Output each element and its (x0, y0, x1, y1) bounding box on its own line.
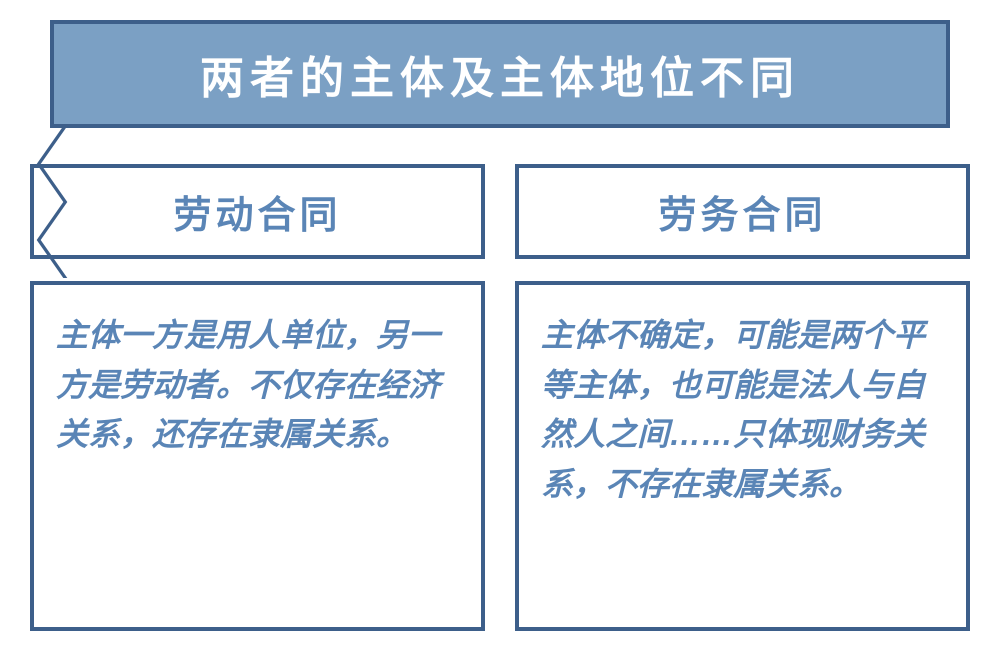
content-left-box: 主体一方是用人单位，另一方是劳动者。不仅存在经济关系，还存在隶属关系。 (30, 281, 485, 631)
subtitle-row: 劳动合同 劳务合同 (30, 164, 970, 259)
connector-lines (50, 126, 950, 164)
subtitle-right: 劳务合同 (658, 195, 826, 237)
header-title: 两者的主体及主体地位不同 (200, 54, 800, 103)
diagram-container: 两者的主体及主体地位不同 劳动合同 劳务合同 主体一方是用人单位，另一方是劳动者… (30, 20, 970, 631)
content-row: 主体一方是用人单位，另一方是劳动者。不仅存在经济关系，还存在隶属关系。 主体不确… (30, 281, 970, 631)
header-box: 两者的主体及主体地位不同 (50, 20, 950, 128)
content-right-box: 主体不确定，可能是两个平等主体，也可能是法人与自然人之间……只体现财务关系，不存… (515, 281, 970, 631)
content-right-text: 主体不确定，可能是两个平等主体，也可能是法人与自然人之间……只体现财务关系，不存… (541, 317, 925, 502)
subtitle-right-box: 劳务合同 (515, 164, 970, 259)
subtitle-left: 劳动合同 (173, 195, 341, 237)
subtitle-left-box: 劳动合同 (30, 164, 485, 259)
content-left-text: 主体一方是用人单位，另一方是劳动者。不仅存在经济关系，还存在隶属关系。 (56, 317, 440, 452)
